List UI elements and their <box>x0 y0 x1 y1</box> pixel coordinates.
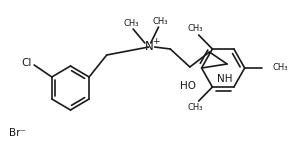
Text: Cl: Cl <box>21 58 32 68</box>
Text: NH: NH <box>217 74 233 84</box>
Text: CH₃: CH₃ <box>153 17 168 25</box>
Text: CH₃: CH₃ <box>272 63 288 73</box>
Text: CH₃: CH₃ <box>123 19 139 27</box>
Text: Br⁻: Br⁻ <box>9 128 26 138</box>
Text: +: + <box>152 37 159 46</box>
Text: HO: HO <box>180 81 196 91</box>
Text: N: N <box>144 41 153 54</box>
Text: CH₃: CH₃ <box>188 24 204 33</box>
Text: CH₃: CH₃ <box>188 102 204 112</box>
